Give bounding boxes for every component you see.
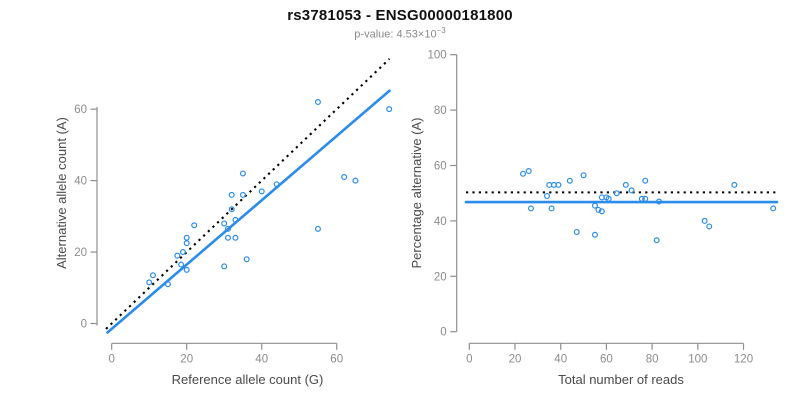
data-point: [701, 217, 708, 224]
x-tick-label: 20: [180, 353, 193, 365]
x-tick-label: 20: [509, 353, 522, 365]
data-point: [258, 188, 265, 195]
y-axis-label: Alternative allele count (A): [54, 117, 69, 269]
data-point: [228, 191, 235, 198]
data-point: [179, 249, 186, 256]
x-axis-label: Total number of reads: [558, 372, 684, 387]
plot-title: rs3781053 - ENSG00000181800: [287, 7, 513, 24]
x-tick-label: 0: [108, 353, 114, 365]
y-tick-label: 80: [434, 105, 447, 117]
data-point: [519, 170, 526, 177]
data-point: [543, 192, 550, 199]
identity-line: [105, 58, 391, 330]
y-tick-label: 60: [74, 104, 87, 116]
y-tick-label: 0: [440, 327, 446, 339]
x-tick-label: 40: [554, 353, 567, 365]
data-point: [352, 177, 359, 184]
x-tick-label: 80: [646, 353, 659, 365]
data-point: [228, 206, 235, 213]
data-point: [638, 195, 645, 202]
data-point: [243, 256, 250, 263]
data-point: [642, 195, 649, 202]
data-point: [224, 225, 231, 232]
x-tick-label: 40: [255, 353, 268, 365]
data-point: [591, 231, 598, 238]
data-point: [386, 106, 393, 113]
pvalue-text: p-value: 4.53×10: [354, 28, 437, 41]
data-point: [191, 222, 198, 229]
data-point: [655, 198, 662, 205]
data-point: [580, 172, 587, 179]
data-point: [598, 208, 605, 215]
data-point: [706, 223, 713, 230]
plot-subtitle: p-value: 4.53×10−3: [0, 26, 800, 41]
data-point: [232, 234, 239, 241]
data-point: [341, 174, 348, 181]
data-point: [770, 205, 777, 212]
data-point: [613, 190, 620, 197]
data-point: [566, 177, 573, 184]
data-point: [239, 191, 246, 198]
data-point: [573, 228, 580, 235]
regression-line: [106, 89, 391, 334]
data-point: [622, 181, 629, 188]
x-tick-label: 60: [330, 353, 343, 365]
data-point: [174, 252, 181, 259]
data-point: [146, 279, 153, 286]
data-point: [183, 240, 190, 247]
y-tick-label: 60: [434, 161, 447, 173]
data-point: [314, 225, 321, 232]
data-point: [642, 177, 649, 184]
data-point: [164, 281, 171, 288]
x-axis-label: Reference allele count (G): [172, 372, 324, 387]
data-point: [628, 187, 635, 194]
data-point: [183, 234, 190, 241]
data-point: [605, 195, 612, 202]
data-point: [653, 237, 660, 244]
y-axis-label: Percentage alternative (A): [409, 117, 424, 268]
y-tick-label: 40: [434, 216, 447, 228]
data-point: [595, 206, 602, 213]
y-tick-label: 0: [81, 319, 87, 331]
data-point: [239, 170, 246, 177]
right-scatter-plot: 0 20 40 60 80 100 0 20 40 60 80 100 120 Total number …: [409, 50, 779, 387]
data-point: [591, 202, 598, 209]
left-scatter-plot: 0 20 40 60 0 20 40 60 Reference allele count (G)…: [54, 58, 393, 387]
y-tick-label: 40: [74, 176, 87, 188]
data-point: [314, 99, 321, 106]
data-point: [149, 272, 156, 279]
data-point: [232, 216, 239, 223]
data-point: [731, 181, 738, 188]
y-tick-label: 20: [74, 247, 87, 259]
data-point: [555, 181, 562, 188]
y-tick-label: 20: [434, 271, 447, 283]
data-point: [178, 261, 185, 268]
x-tick-label: 120: [734, 353, 753, 365]
data-point: [183, 266, 190, 273]
x-tick-label: 0: [466, 353, 472, 365]
y-tick-label: 100: [428, 50, 447, 62]
data-point: [273, 181, 280, 188]
data-point: [525, 168, 532, 175]
data-point: [224, 234, 231, 241]
x-tick-label: 100: [688, 353, 707, 365]
data-point: [221, 220, 228, 227]
data-point: [548, 205, 555, 212]
x-tick-label: 60: [600, 353, 613, 365]
data-point: [221, 263, 228, 270]
pvalue-exponent: −3: [436, 26, 446, 35]
data-point: [527, 205, 534, 212]
